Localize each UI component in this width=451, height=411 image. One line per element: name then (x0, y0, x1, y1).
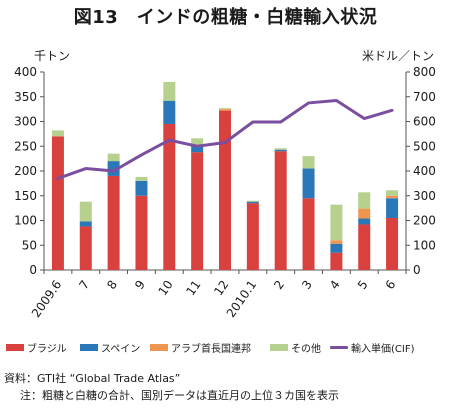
bar-brazil (330, 252, 343, 270)
bar-arab (330, 240, 343, 244)
bar-spain (135, 180, 148, 196)
right-tick-label: 400 (413, 164, 436, 178)
right-tick-label: 100 (413, 238, 436, 252)
left-tick-label: 350 (14, 90, 37, 104)
left-tick-label: 0 (29, 263, 37, 277)
legend-swatch-price (330, 346, 348, 349)
bar-spain (330, 243, 343, 253)
bar-brazil (302, 198, 315, 270)
bar-other (246, 200, 259, 202)
chart-legend: ブラジル スペイン アラブ首長国連邦 その他 輸入単価(CIF) (0, 340, 451, 358)
bar-brazil (386, 218, 399, 270)
bar-other (358, 192, 371, 209)
chart-title: 図13 インドの粗糖・白糖輸入状況 (73, 7, 378, 28)
bar-spain (246, 201, 259, 204)
x-tick-label: 7 (76, 278, 92, 292)
right-tick-label: 200 (413, 214, 436, 228)
legend-swatch-arab (150, 344, 168, 351)
bar-arab (358, 208, 371, 219)
legend-item-arab: アラブ首長国連邦 (150, 340, 251, 355)
left-tick-label: 50 (22, 238, 37, 252)
left-tick-label: 150 (14, 189, 37, 203)
x-tick-label: 10 (156, 278, 176, 299)
x-tick-label: 9 (132, 278, 148, 292)
x-tick-label: 2 (271, 278, 287, 292)
footnote: 注：粗糖と白糖の合計、国別データは直近月の上位３カ国を表示 (20, 389, 339, 402)
left-tick-label: 300 (14, 115, 37, 129)
bar-spain (191, 146, 204, 153)
bar-other (330, 204, 343, 241)
bar-arab (219, 109, 231, 111)
right-tick-label: 600 (413, 115, 436, 129)
left-tick-label: 100 (14, 214, 37, 228)
left-tick-label: 400 (14, 65, 37, 79)
price-line (56, 98, 394, 180)
bar-spain (386, 198, 399, 219)
x-tick-label: 11 (183, 278, 203, 299)
bar-other (386, 190, 399, 196)
bar-other (302, 156, 315, 169)
bar-spain (79, 221, 92, 227)
bar-brazil (358, 224, 371, 270)
x-tick-label: 12 (211, 278, 231, 299)
legend-item-spain: スペイン (80, 340, 140, 355)
bar-spain (163, 100, 176, 124)
bar-other (135, 176, 148, 181)
x-tick-label: 2009.6 (29, 278, 65, 320)
bar-brazil (79, 226, 92, 270)
bar-other (274, 148, 287, 150)
bar-other (219, 108, 231, 110)
bar-spain (302, 168, 315, 199)
chart-plot: 0 50 100 150 200 250 300 350 400 0 100 200 300 400 500… (14, 65, 436, 320)
bar-brazil (107, 175, 120, 270)
bar-other (191, 138, 204, 145)
bar-brazil (274, 151, 287, 270)
x-tick-label: 3 (299, 278, 315, 292)
legend-label-brazil: ブラジル (27, 344, 67, 355)
bar-spain (274, 149, 287, 152)
legend-swatch-spain (80, 344, 98, 351)
bar-brazil (191, 152, 204, 270)
bar-other (79, 201, 92, 222)
legend-item-price: 輸入単価(CIF) (330, 340, 415, 355)
legend-label-other: その他 (291, 344, 321, 355)
left-tick-label: 250 (14, 139, 37, 153)
legend-item-other: その他 (270, 340, 321, 355)
legend-label-arab: アラブ首長国連邦 (171, 344, 251, 355)
bar-brazil (135, 195, 148, 270)
x-tick-label: 5 (355, 278, 371, 292)
bar-spain (358, 218, 371, 225)
legend-swatch-brazil (6, 344, 24, 351)
left-axis-unit: 千トン (34, 49, 71, 63)
left-tick-label: 200 (14, 164, 37, 178)
x-tick-label: 6 (383, 278, 399, 292)
right-tick-label: 800 (413, 65, 436, 79)
bar-brazil (51, 136, 64, 270)
x-tick-label: 8 (104, 278, 120, 292)
bar-arab (386, 195, 399, 199)
x-tick-label: 4 (327, 278, 343, 292)
bar-brazil (163, 123, 176, 270)
right-tick-label: 500 (413, 139, 436, 153)
legend-label-spain: スペイン (101, 344, 141, 355)
legend-label-price: 輸入単価(CIF) (351, 344, 415, 355)
right-tick-label: 700 (413, 90, 436, 104)
right-axis-unit: 米ドル／トン (362, 49, 435, 63)
bar-brazil (219, 110, 231, 270)
chart-notes: 資料：GTI社 “Global Trade Atlas” 注：粗糖と白糖の合計、… (4, 370, 339, 404)
bar-brazil (246, 203, 259, 270)
legend-item-brazil: ブラジル (6, 340, 67, 355)
bar-other (163, 81, 176, 101)
right-tick-label: 300 (413, 189, 436, 203)
source-note: 資料：GTI社 “Global Trade Atlas” (4, 372, 181, 385)
right-tick-label: 0 (413, 263, 421, 277)
bar-other (51, 130, 64, 137)
bar-other (107, 153, 120, 162)
legend-swatch-other (270, 344, 288, 351)
